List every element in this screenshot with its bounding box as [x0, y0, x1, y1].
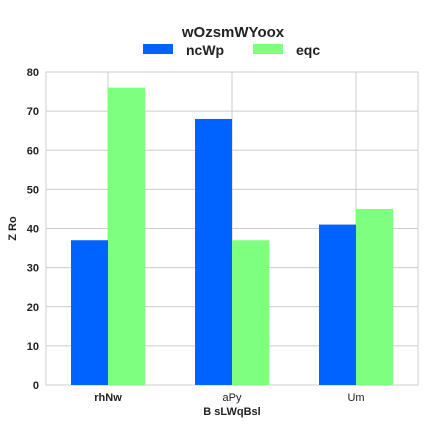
y-tick-label: 80	[27, 67, 39, 79]
y-tick-label: 0	[33, 380, 39, 392]
y-tick-label: 40	[27, 224, 39, 236]
legend-title: wOzsmWYoox	[181, 24, 285, 41]
y-tick-label: 20	[27, 302, 39, 314]
y-tick-label: 60	[27, 145, 39, 157]
y-tick-label: 50	[27, 184, 39, 196]
bar	[71, 240, 108, 385]
legend: wOzsmWYoox ncWp eqc	[143, 24, 320, 58]
legend-swatch	[253, 44, 283, 54]
bar	[108, 87, 145, 386]
bars	[71, 87, 393, 386]
legend-swatch	[143, 44, 173, 54]
x-tick-label: Um	[347, 392, 364, 404]
bar	[232, 240, 269, 385]
x-tick-label: rhNw	[94, 392, 122, 404]
bar	[356, 208, 393, 385]
legend-label: ncWp	[186, 42, 224, 58]
x-axis-label: B sLWqBsl	[203, 406, 260, 418]
legend-label: eqc	[296, 42, 320, 58]
y-axis-ticks: 0 10 20 30 40 50 60 70 80	[27, 67, 39, 392]
y-axis-label: Z Ro	[7, 216, 19, 241]
bar	[319, 224, 356, 385]
bar	[195, 118, 232, 385]
x-tick-label: aPy	[223, 392, 242, 404]
y-tick-label: 70	[27, 106, 39, 118]
x-axis-ticks: rhNw aPy Um	[94, 392, 364, 404]
y-tick-label: 10	[27, 341, 39, 353]
y-tick-label: 30	[27, 263, 39, 275]
